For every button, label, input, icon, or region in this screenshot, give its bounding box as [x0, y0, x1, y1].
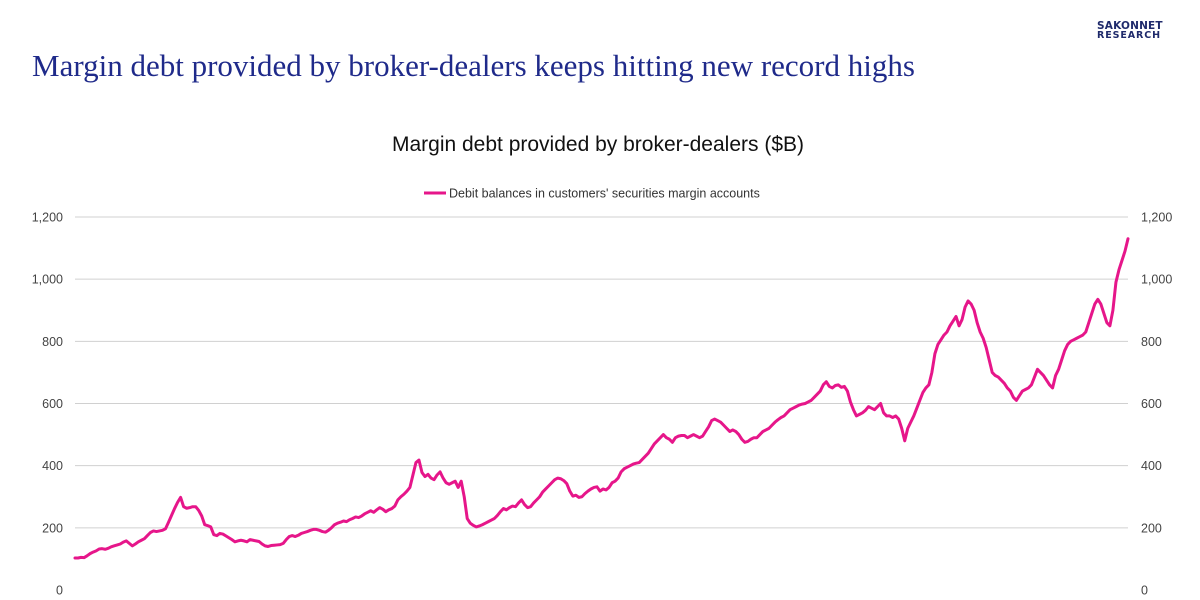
- y-tick-label-left: 400: [42, 459, 63, 473]
- brand-name: SAKONNET: [1097, 20, 1163, 32]
- y-axis-left: 0 200 400 600 800 1,000 1,200: [32, 211, 63, 598]
- legend-label: Debit balances in customers' securities …: [449, 187, 760, 201]
- y-tick-label-right: 800: [1141, 335, 1162, 349]
- y-tick-label-left: 600: [42, 397, 63, 411]
- chart-gridlines: [75, 216, 1128, 529]
- y-tick-label-right: 400: [1141, 459, 1162, 473]
- brand-logo: SAKONNET RESEARCH: [1097, 20, 1167, 41]
- y-tick-label-left: 1,000: [32, 273, 63, 287]
- y-tick-label-right: 0: [1141, 584, 1148, 598]
- series-line-debit-balances: [73, 237, 1130, 560]
- y-tick-label-right: 200: [1141, 521, 1162, 535]
- page-headline: Margin debt provided by broker-dealers k…: [32, 48, 915, 83]
- chart-title: Margin debt provided by broker-dealers (…: [392, 133, 804, 156]
- chart-series: [73, 237, 1130, 560]
- y-tick-label-left: 200: [42, 521, 63, 535]
- y-tick-label-left: 1,200: [32, 211, 63, 225]
- y-tick-label-right: 600: [1141, 397, 1162, 411]
- y-tick-label-right: 1,200: [1141, 211, 1172, 225]
- y-axis-right: 0 200 400 600 800 1,000 1,200: [1141, 211, 1172, 598]
- chart-legend: Debit balances in customers' securities …: [424, 187, 760, 201]
- brand-subname: RESEARCH: [1097, 30, 1161, 41]
- y-tick-label-left: 0: [56, 584, 63, 598]
- y-tick-label-right: 1,000: [1141, 273, 1172, 287]
- y-tick-label-left: 800: [42, 335, 63, 349]
